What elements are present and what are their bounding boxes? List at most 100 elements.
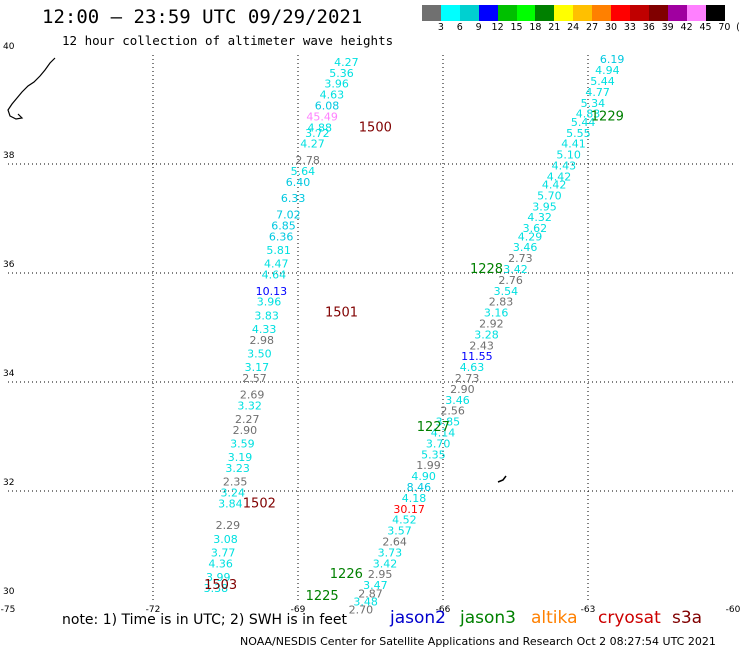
wave-height-point-jason3: 3.28 — [474, 328, 499, 341]
coastline-island — [497, 475, 507, 483]
footnote: note: 1) Time is in UTC; 2) SWH is in fe… — [62, 612, 348, 628]
pass-label: 1229 — [591, 109, 624, 124]
wave-height-point-jason3: 5.70 — [537, 189, 562, 202]
wave-height-point-jason3: 8.46 — [407, 481, 432, 494]
color-scale-swatch — [629, 5, 650, 21]
color-scale-label: 27 — [586, 22, 599, 33]
color-scale-label: 6 — [456, 22, 463, 33]
wave-height-point-jason3: 2.56 — [440, 405, 465, 418]
wave-height-point-jason3: 2.90 — [450, 383, 475, 396]
coastline-northeast — [7, 57, 56, 120]
wave-height-point-s3a: 3.24 — [221, 486, 246, 499]
wave-height-point-s3a: 2.27 — [235, 413, 260, 426]
wave-height-point-jason3: 5.44 — [590, 75, 615, 88]
wave-height-point-jason3: 4.42 — [542, 179, 567, 192]
wave-height-point-jason3: 2.95 — [368, 568, 393, 581]
color-scale-swatch — [705, 5, 725, 21]
wave-height-point-s3a: 3.72 — [305, 127, 330, 140]
wave-height-point-jason3: 1.99 — [416, 459, 441, 472]
color-scale-swatch — [478, 5, 499, 21]
color-scale-swatch — [497, 5, 517, 21]
wave-height-point-s3a: 4.63 — [320, 89, 345, 102]
wave-height-point-jason3: 4.29 — [518, 230, 543, 243]
x-tick-label: -72 — [146, 605, 161, 615]
wave-height-point-jason3: 4.14 — [431, 427, 456, 440]
color-scale-label: 3 — [437, 22, 444, 33]
wave-height-point-s3a: 5.36 — [329, 67, 354, 80]
color-scale-label: 42 — [680, 22, 693, 33]
wave-height-point-jason3: 2.83 — [489, 296, 514, 309]
pass-labels: 1500 1501 1502 1503 1229 1228 1227 1226 1225 — [204, 109, 624, 604]
wave-height-point-jason3: 3.42 — [503, 263, 528, 276]
color-scale-label: 12 — [491, 22, 504, 33]
color-scale-label: 18 — [529, 22, 542, 33]
wave-height-point-jason3: 2.73 — [455, 372, 480, 385]
satellite-legend-s3a: s3a — [672, 608, 703, 628]
y-tick-label: 38 — [3, 151, 15, 161]
color-scale-swatch — [440, 5, 461, 21]
wave-height-point-jason3: 3.54 — [494, 285, 519, 298]
wave-height-point-s3a: 6.33 — [281, 192, 306, 205]
color-scale-swatch — [667, 5, 688, 21]
color-scale-label: 39 — [661, 22, 674, 33]
wave-height-point-s3a: 3.77 — [211, 546, 236, 559]
wave-height-point-jason3: 3.73 — [378, 546, 403, 559]
wave-height-point-s3a: 4.27 — [334, 56, 359, 69]
wave-height-point-s3a: 4.27 — [300, 138, 325, 151]
wave-height-point-jason3: 2.92 — [479, 318, 504, 331]
pass-label: 1500 — [359, 120, 392, 135]
pass-label: 1227 — [417, 420, 450, 435]
color-scale-swatch — [573, 5, 593, 21]
wave-height-point-jason3: 3.46 — [445, 394, 470, 407]
wave-height-point-jason3: 3.62 — [523, 222, 548, 235]
satellite-legend-jason2: jason2 — [390, 608, 446, 628]
wave-height-point-jason3: 2.87 — [358, 587, 383, 600]
wave-height-point-s3a: 2.90 — [233, 424, 258, 437]
wave-height-point-s3a: 4.64 — [262, 268, 287, 281]
wave-height-point-jason3: 4.41 — [561, 138, 586, 151]
color-scale-swatch — [516, 5, 536, 21]
axis-tick-labels: -75 -72 -69 -66 -63 -60 30 32 34 36 38 40 — [1, 42, 740, 615]
wave-height-point-s3a: 10.13 — [256, 285, 288, 298]
wave-height-point-jason3: 5.34 — [581, 97, 606, 110]
y-tick-label: 36 — [3, 260, 15, 270]
wave-height-point-s3a: 3.19 — [228, 451, 253, 464]
color-scale-swatch — [592, 5, 612, 21]
color-scale-swatch — [611, 5, 631, 21]
wave-height-point-jason3: 5.10 — [556, 149, 581, 162]
pass-label: 1503 — [204, 578, 237, 593]
wave-height-point-s3a: 3.50 — [247, 347, 272, 360]
wave-height-point-jason3: 3.95 — [532, 200, 557, 213]
x-tick-label: -69 — [291, 605, 306, 615]
wave-height-point-s3a: 3.38 — [204, 582, 229, 595]
wave-height-point-s3a: 45.49 — [306, 110, 338, 123]
wave-height-point-jason3: 11.55 — [461, 350, 493, 363]
wave-height-point-jason3: 4.63 — [460, 361, 485, 374]
wave-height-point-s3a: 7.02 — [276, 209, 301, 222]
wave-height-point-s3a: 2.78 — [295, 154, 320, 167]
wave-height-point-s3a: 6.85 — [271, 219, 296, 232]
color-scale-label: 45 — [699, 22, 712, 33]
wave-height-point-jason3: 3.85 — [436, 416, 461, 429]
color-scale-swatch — [459, 5, 480, 21]
wave-height-point-jason3: 4.42 — [547, 170, 572, 183]
chart-subtitle: 12 hour collection of altimeter wave hei… — [62, 33, 394, 48]
satellite-legend-cryosat: cryosat — [598, 608, 661, 628]
wave-height-point-s3a: 2.35 — [223, 476, 248, 489]
color-scale-swatch — [422, 5, 442, 21]
wave-height-point-s3a: 3.96 — [257, 296, 282, 309]
wave-height-point-jason3: 4.32 — [527, 211, 552, 224]
y-tick-label: 30 — [3, 587, 15, 597]
pass-label: 1225 — [306, 589, 339, 604]
grid-lines — [8, 55, 733, 600]
wave-height-point-s3a: 4.88 — [308, 121, 333, 134]
color-scale-label: 9 — [475, 22, 482, 33]
color-scale-label: 30 — [604, 22, 618, 33]
color-scale-label: 21 — [548, 22, 561, 33]
satellite-legend-altika: altika — [531, 608, 578, 628]
wave-height-point-jason3: 4.18 — [402, 492, 427, 505]
wave-height-point-s3a: 6.36 — [269, 230, 294, 243]
wave-height-point-s3a: 3.96 — [324, 78, 349, 91]
wave-height-point-s3a: 3.59 — [230, 437, 255, 450]
